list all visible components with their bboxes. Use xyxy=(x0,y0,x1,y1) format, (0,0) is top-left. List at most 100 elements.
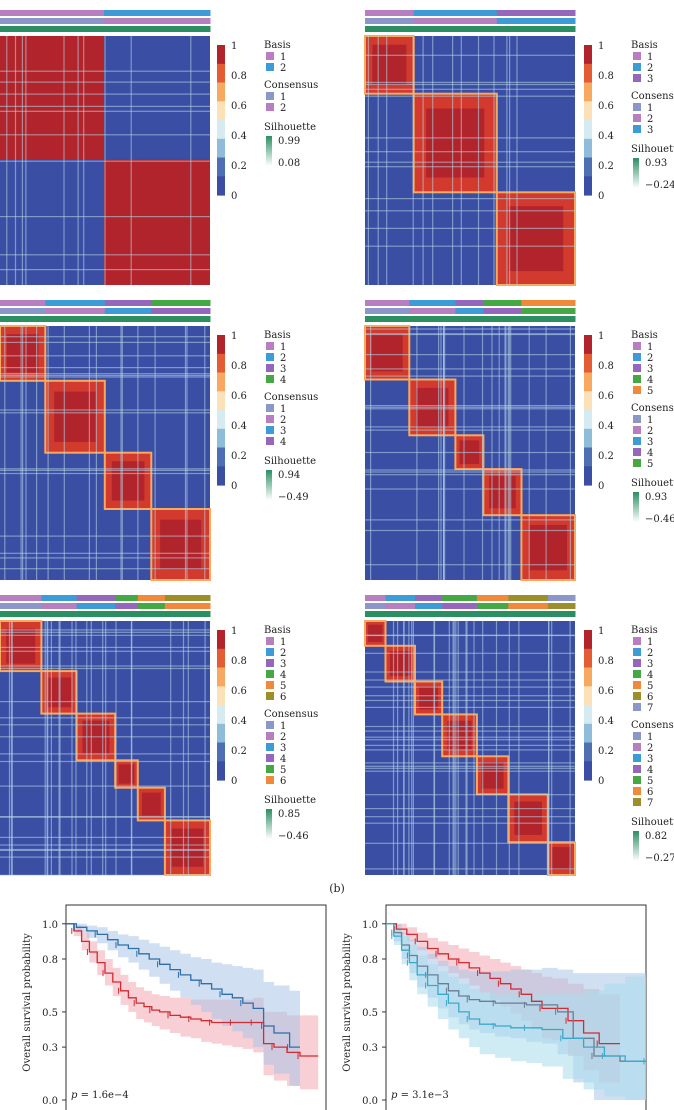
basis-swatch xyxy=(633,353,641,361)
basis-swatch xyxy=(266,637,274,645)
basis-swatch xyxy=(266,375,274,383)
basis-swatch xyxy=(633,375,641,383)
consensus-core-4 xyxy=(160,519,202,570)
heatmap-panel-k6: 10.80.60.40.20Basis123456Consensus123456… xyxy=(0,595,318,877)
km-panel-1: 0.0 0.3 0.5 0.8 1.0 Overall survival probabil… xyxy=(22,904,327,1110)
legend-consensus-title: Consensus xyxy=(631,91,674,102)
basis-label: 2 xyxy=(280,353,286,364)
scale-swatch xyxy=(584,82,592,102)
streak-row xyxy=(0,336,210,338)
basis-label: 3 xyxy=(280,364,286,375)
consensus-border-3 xyxy=(414,680,444,716)
y-tick-label: 1.0 xyxy=(362,920,378,931)
heatmap-panel-k4: 10.80.60.40.20Basis1234Consensus1234Silh… xyxy=(0,300,318,581)
scale-tick-label: 0.2 xyxy=(231,451,247,462)
consensus-label: 4 xyxy=(280,437,286,448)
streak-col xyxy=(440,326,442,580)
streak-row xyxy=(0,469,210,471)
basis-swatch xyxy=(633,74,641,82)
streak-row xyxy=(365,333,575,336)
basis-swatch xyxy=(633,63,641,71)
streak-col xyxy=(25,36,27,285)
streak-row xyxy=(365,451,575,454)
p-value-number: = 3.1e−3 xyxy=(397,1090,448,1101)
scale-tick-label: 0.8 xyxy=(231,656,247,667)
streak-col xyxy=(71,621,73,875)
consensus-swatch xyxy=(633,732,641,740)
silhouette-min-label: −0.24 xyxy=(645,180,674,191)
streak-row xyxy=(365,767,575,769)
streak-row xyxy=(365,333,575,335)
annotation-basis-segment xyxy=(483,300,522,306)
consensus-swatch xyxy=(633,798,641,806)
annotation-silhouette-segment xyxy=(455,316,484,322)
streak-row xyxy=(365,474,575,476)
annotation-consensus-segment xyxy=(442,603,478,609)
heatmap-panel-k2: 10.80.60.40.20Basis12Consensus12Silhouet… xyxy=(0,10,318,285)
consensus-core-7 xyxy=(551,847,571,871)
streak-row xyxy=(0,848,210,851)
consensus-border-7 xyxy=(546,841,577,877)
consensus-label: 2 xyxy=(647,743,653,754)
consensus-label: 4 xyxy=(280,754,286,765)
streak-col xyxy=(20,326,22,580)
consensus-swatch xyxy=(266,92,274,100)
streak-col xyxy=(77,36,79,285)
annotation-silhouette-segment xyxy=(365,316,410,322)
scale-swatch xyxy=(584,176,592,196)
annotation-silhouette-segment xyxy=(476,611,509,617)
consensus-label: 3 xyxy=(280,743,286,754)
legend-silhouette-title: Silhouette xyxy=(264,456,316,467)
annotation-silhouette-segment xyxy=(104,26,211,32)
annotation-basis-segment xyxy=(104,10,211,16)
annotation-consensus-segment xyxy=(508,603,549,609)
scale-tick-label: 0.8 xyxy=(598,656,614,667)
consensus-swatch xyxy=(633,776,641,784)
y-tick-label: 1.0 xyxy=(42,920,58,931)
annotation-consensus-segment xyxy=(455,308,484,314)
silhouette-min-label: −0.49 xyxy=(278,492,309,503)
streak-row xyxy=(0,535,210,537)
streak-row xyxy=(0,760,210,763)
streak-row xyxy=(365,765,575,767)
streak-col xyxy=(498,326,500,580)
basis-swatch xyxy=(633,648,641,656)
survival-curve-cluster-blue xyxy=(66,923,300,1048)
annotation-silhouette-segment xyxy=(0,316,46,322)
scale-tick-label: 0.6 xyxy=(231,101,247,112)
streak-col xyxy=(548,621,550,875)
scale-tick-label: 0.6 xyxy=(231,391,247,402)
streak-row xyxy=(365,842,575,844)
annotation-consensus-segment xyxy=(137,603,166,609)
silhouette-max-label: 0.94 xyxy=(278,470,300,481)
streak-col xyxy=(495,621,498,875)
streak-col xyxy=(58,621,60,875)
scale-tick-label: 0.6 xyxy=(598,101,614,112)
annotation-silhouette-segment xyxy=(483,316,522,322)
scale-swatch xyxy=(584,353,592,374)
streak-col xyxy=(386,36,388,285)
consensus-label: 1 xyxy=(647,415,653,426)
basis-swatch xyxy=(633,386,641,394)
basis-swatch xyxy=(266,52,274,60)
consensus-swatch xyxy=(633,765,641,773)
streak-row xyxy=(0,629,210,631)
streak-row xyxy=(365,471,575,473)
consensus-border-4 xyxy=(114,759,139,789)
y-tick-label: 0.0 xyxy=(362,1096,378,1107)
scale-swatch xyxy=(584,335,592,355)
consensus-swatch xyxy=(266,426,274,434)
streak-row xyxy=(365,408,575,410)
consensus-border-2 xyxy=(384,644,416,683)
streak-row xyxy=(0,557,210,559)
consensus-label: 1 xyxy=(280,721,286,732)
silhouette-gradient-bar xyxy=(266,470,272,500)
consensus-label: 2 xyxy=(647,114,653,125)
y-tick-label: 0.3 xyxy=(362,1043,378,1054)
annotation-consensus-segment xyxy=(41,603,77,609)
annotation-silhouette-segment xyxy=(104,316,152,322)
consensus-border-1 xyxy=(364,325,411,381)
annotation-consensus-segment xyxy=(0,18,105,24)
streak-row xyxy=(0,216,210,218)
streak-col xyxy=(8,621,11,875)
